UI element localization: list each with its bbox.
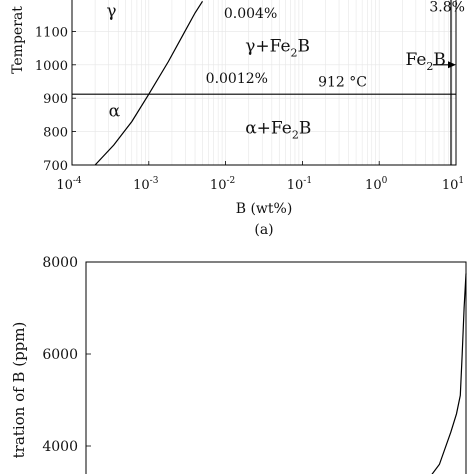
y-axis-label-bottom: tration of B (ppm): [10, 322, 28, 459]
plot-area-frame: [71, 0, 457, 166]
y-tick-label-bottom: 4000: [42, 439, 78, 455]
y-tick-label-bottom: 6000: [42, 347, 78, 363]
annotation-label: γ: [106, 1, 116, 21]
grid: [71, 0, 456, 166]
x-tick-label: 10-2: [210, 176, 235, 193]
annotation-label: α: [109, 102, 121, 122]
concentration-curve: [431, 273, 467, 474]
x-tick-label: 10-1: [287, 176, 312, 193]
y-tick-label: 1100: [35, 25, 68, 40]
concentration-line: [431, 273, 467, 474]
annotation-label: Fe2B: [405, 50, 445, 73]
plot-area-frame-bottom: [85, 261, 467, 474]
x-tick-label: 10-4: [56, 176, 82, 193]
annotation-label: 0.004%: [224, 6, 277, 22]
phase-boundaries: [72, 0, 456, 166]
phase-labels: γ 0.004% 3.8% γ+Fe2B Fe2B 0.0012% 912 °C α α+Fe2…: [106, 0, 465, 141]
y-tick-label: 800: [43, 126, 68, 141]
y-tick-label: 900: [43, 92, 68, 107]
y-tick-label: 700: [43, 159, 68, 174]
concentration-panel: 4000 6000 8000 tration of B (ppm): [10, 255, 467, 474]
phase-boundary-line-1: [94, 0, 204, 166]
y-tick-label: 1000: [35, 59, 68, 74]
panel-label: (a): [254, 222, 273, 238]
annotation-label: 912 °C: [318, 75, 367, 91]
y-axis-ticks: 700 800 900 1000 1100: [35, 25, 76, 174]
y-tick-label-bottom: 8000: [42, 255, 78, 271]
x-tick-label: 100: [365, 176, 388, 193]
annotation-label: α+Fe2B: [245, 118, 311, 141]
y-axis-ticks-bottom: 4000 6000 8000: [42, 255, 91, 455]
x-tick-label: 10-3: [133, 176, 159, 193]
annotation-label: γ+Fe2B: [245, 36, 310, 59]
x-tick-label: 101: [442, 176, 464, 193]
y-axis-label: Temperat: [10, 6, 26, 74]
annotation-label: 3.8%: [429, 0, 465, 15]
annotation-label: 0.0012%: [206, 71, 268, 87]
x-axis-ticks: 10-4 10-3 10-2 10-1 100 101: [56, 161, 464, 193]
arrow-head: [448, 61, 456, 69]
phase-diagram-panel: 10-4 10-3 10-2 10-1 100 101 700 800 900 1000 1100…: [10, 0, 465, 238]
x-axis-label: B (wt%): [236, 201, 293, 217]
